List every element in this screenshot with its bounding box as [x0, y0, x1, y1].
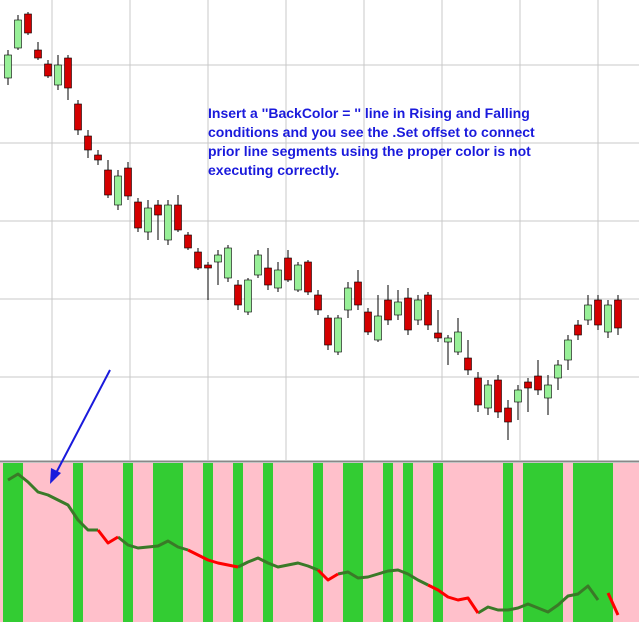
candle-body — [604, 304, 612, 333]
candles — [4, 12, 622, 440]
candle-body — [334, 317, 342, 353]
candle-body — [154, 204, 162, 216]
candle-body — [524, 381, 532, 389]
candle-body — [194, 251, 202, 269]
candle-body — [494, 379, 502, 413]
candle-body — [34, 49, 42, 59]
candle-body — [134, 201, 142, 229]
rising-zone — [503, 463, 513, 622]
rising-zone — [543, 463, 553, 622]
grid — [0, 0, 639, 460]
candle-body — [174, 204, 182, 231]
rising-zone — [313, 463, 323, 622]
candle-body — [354, 281, 362, 306]
candle-body — [464, 357, 472, 371]
candle-body — [274, 269, 282, 289]
candle-body — [214, 254, 222, 263]
candle-body — [434, 332, 442, 339]
rising-zone — [383, 463, 393, 622]
rising-zone — [263, 463, 273, 622]
candle-body — [364, 311, 372, 333]
rising-zone — [13, 463, 23, 622]
candle-body — [374, 315, 382, 341]
rising-zone — [603, 463, 613, 622]
annotation-line: prior line segments using the proper col… — [208, 143, 531, 159]
candle-body — [584, 304, 592, 321]
candle-body — [4, 54, 12, 79]
candle-body — [454, 331, 462, 353]
candle-body — [564, 339, 572, 361]
candle-body — [184, 234, 192, 249]
candle-body — [534, 375, 542, 391]
rising-zone — [203, 463, 213, 622]
candle-body — [114, 175, 122, 206]
rising-zone — [353, 463, 363, 622]
rising-zone — [3, 463, 13, 622]
candle-body — [104, 169, 112, 196]
rising-zone — [523, 463, 533, 622]
rising-zone — [533, 463, 543, 622]
candle-body — [554, 364, 562, 379]
rising-zone — [153, 463, 163, 622]
annotation-line: executing correctly. — [208, 162, 339, 178]
candle-body — [234, 284, 242, 306]
candle-body — [394, 301, 402, 316]
candle-body — [24, 13, 32, 34]
candle-body — [84, 135, 92, 151]
candle-body — [54, 64, 62, 86]
candle-body — [314, 294, 322, 311]
candle-body — [224, 247, 232, 279]
candle-body — [74, 103, 82, 131]
rising-zone — [173, 463, 183, 622]
rising-zone — [403, 463, 413, 622]
candle-body — [614, 299, 622, 329]
rising-zone — [573, 463, 583, 622]
candle-body — [284, 257, 292, 281]
candle-body — [94, 154, 102, 161]
candle-body — [474, 377, 482, 406]
candle-body — [324, 317, 332, 346]
rising-zone — [593, 463, 603, 622]
candle-body — [514, 389, 522, 403]
candle-body — [304, 261, 312, 293]
candle-body — [384, 299, 392, 321]
candle-body — [294, 264, 302, 291]
indicator-panel — [0, 463, 639, 622]
rising-zone — [583, 463, 593, 622]
candle-body — [594, 299, 602, 326]
candle-body — [244, 279, 252, 313]
rising-zone — [73, 463, 83, 622]
candle-body — [124, 167, 132, 197]
annotation-line: conditions and you see the .Set offset t… — [208, 124, 535, 140]
candle-body — [14, 19, 22, 49]
candle-body — [404, 297, 412, 331]
candle-body — [424, 294, 432, 326]
candle-body — [544, 384, 552, 399]
indicator-line — [96, 529, 620, 616]
candle-body — [44, 63, 52, 77]
annotation-line: Insert a ''BackColor = '' line in Rising… — [208, 105, 530, 121]
arrow — [50, 369, 111, 484]
candle-body — [254, 254, 262, 276]
candle-body — [504, 407, 512, 423]
candle-body — [64, 57, 72, 89]
rising-zone — [123, 463, 133, 622]
candle-body — [204, 264, 212, 269]
candle-body — [484, 384, 492, 409]
indicator-line — [7, 472, 600, 615]
candle-body — [144, 207, 152, 233]
candle-body — [164, 204, 172, 241]
candle-body — [264, 267, 272, 286]
rising-zone — [343, 463, 353, 622]
candle-body — [444, 337, 452, 343]
candle-body — [574, 324, 582, 336]
candle-body — [344, 287, 352, 311]
rising-zone — [553, 463, 563, 622]
rising-zone — [233, 463, 243, 622]
candle-body — [414, 299, 422, 321]
rising-zone — [433, 463, 443, 622]
